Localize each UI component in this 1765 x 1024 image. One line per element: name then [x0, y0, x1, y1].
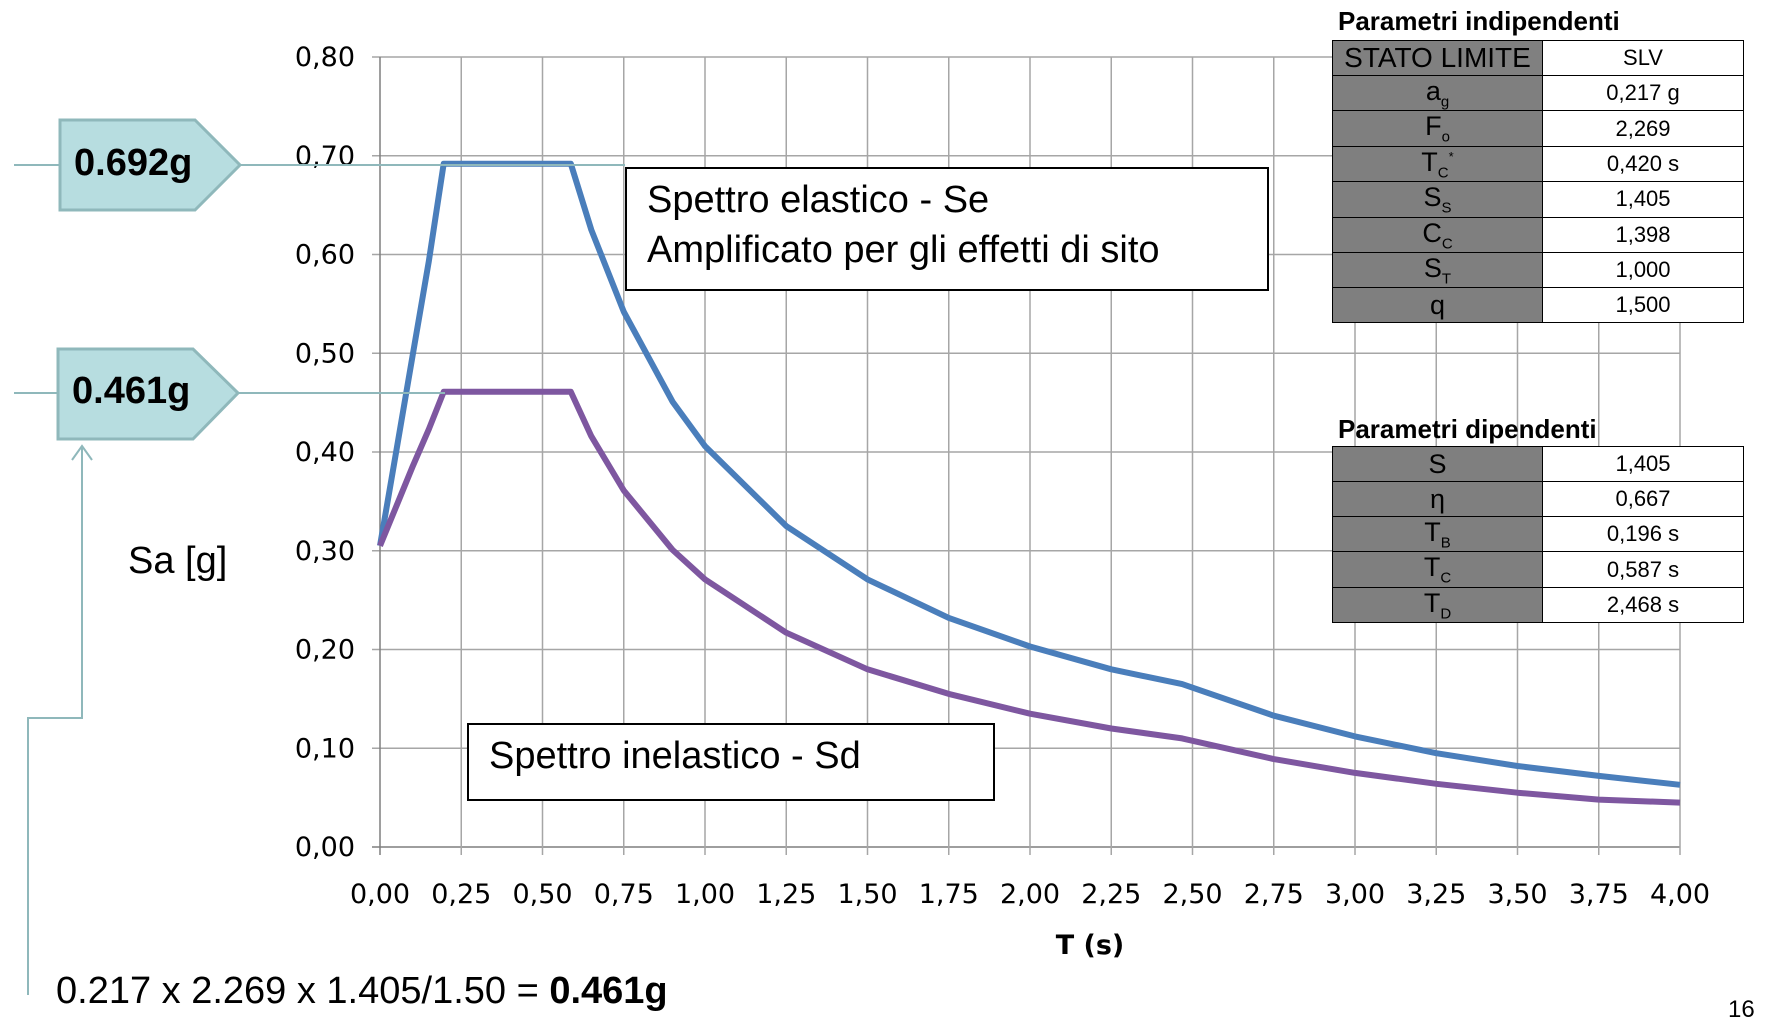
callout-inelastic-value: 0.461g [72, 370, 191, 412]
independent-param-name: ag [1332, 74, 1543, 112]
independent-param-name: SS [1332, 181, 1543, 218]
independent-param-name: Fo [1332, 110, 1543, 147]
dependent-params-title: Parametri dipendenti [1338, 414, 1597, 444]
x-tick-label: 4,00 [1650, 879, 1710, 910]
dependent-param-name: TB [1332, 515, 1543, 553]
dependent-row: TB 0,196 s [1332, 515, 1744, 553]
dependent-param-name: η [1332, 481, 1543, 517]
y-tick-label: 0,50 [295, 338, 355, 369]
x-tick-label: 2,25 [1081, 879, 1141, 910]
independent-row: Fo 2,269 [1332, 110, 1744, 147]
independent-param-value: 2,269 [1542, 110, 1744, 147]
x-tick-label: 0,25 [431, 879, 491, 910]
elastic-label-line1: Spettro elastico - Se [647, 179, 990, 221]
formula-result: 0.461g [549, 970, 668, 1012]
y-tick-label: 0,60 [295, 240, 355, 271]
elastic-spectrum-line [377, 160, 1681, 788]
chart-ticks: 0,00 0,10 0,20 0,30 0,40 0,50 0,60 0,70 0,80 0,00… [295, 42, 1710, 910]
x-tick-label: 2,75 [1244, 879, 1304, 910]
x-tick-label: 1,75 [919, 879, 979, 910]
x-axis-title: T (s) [1056, 930, 1125, 961]
chart-series [377, 160, 1681, 806]
x-tick-label: 3,25 [1406, 879, 1466, 910]
page-number: 16 [1728, 996, 1755, 1023]
independent-param-value: 0,420 s [1542, 145, 1744, 183]
dependent-row: TD 2,468 s [1332, 586, 1744, 624]
x-tick-label: 1,25 [756, 879, 816, 910]
y-tick-label: 0,10 [295, 733, 355, 764]
dependent-row: S 1,405 [1332, 446, 1744, 482]
dependent-row: TC 0,587 s [1332, 551, 1744, 588]
x-tick-label: 3,75 [1569, 879, 1629, 910]
formula: 0.217 x 2.269 x 1.405/1.50 = 0.461g [56, 970, 668, 1013]
dependent-param-name: TC [1332, 551, 1543, 588]
independent-param-value: 1,405 [1542, 181, 1744, 218]
x-tick-label: 1,50 [837, 879, 897, 910]
callout-elastic-value: 0.692g [74, 142, 193, 184]
independent-row: SS 1,405 [1332, 181, 1744, 218]
independent-param-value: 1,000 [1542, 251, 1744, 289]
inelastic-spectrum-label: Spettro inelastico - Sd [467, 723, 995, 801]
dependent-param-value: 0,196 s [1542, 515, 1744, 553]
independent-param-name: q [1332, 287, 1543, 324]
y-tick-label: 0,30 [295, 536, 355, 567]
dependent-param-value: 0,667 [1542, 481, 1744, 517]
independent-row: ST 1,000 [1332, 251, 1744, 289]
x-tick-label: 2,00 [1000, 879, 1060, 910]
independent-params-table: STATO LIMITE SLV ag 0,217 g Fo 2,269 TC* 0,42… [1332, 40, 1744, 324]
state-limit-value: SLV [1542, 40, 1744, 76]
independent-param-name: ST [1332, 251, 1543, 289]
y-tick-label: 0,20 [295, 635, 355, 666]
y-tick-label: 0,00 [295, 832, 355, 863]
independent-row: ag 0,217 g [1332, 74, 1744, 112]
callout-elastic [14, 118, 625, 212]
y-tick-label: 0,80 [295, 42, 355, 73]
x-tick-label: 2,50 [1162, 879, 1222, 910]
independent-param-value: 1,398 [1542, 216, 1744, 253]
x-tick-label: 0,75 [594, 879, 654, 910]
dependent-param-value: 1,405 [1542, 446, 1744, 482]
y-axis-title: Sa [g] [128, 540, 228, 582]
dependent-param-value: 0,587 s [1542, 551, 1744, 588]
independent-param-name: CC [1332, 216, 1543, 253]
x-tick-label: 0,50 [512, 879, 572, 910]
formula-expression: 0.217 x 2.269 x 1.405/1.50 = [56, 970, 550, 1012]
dependent-params-table: S 1,405 η 0,667 TB 0,196 s TC 0,587 s TD 2,468 s [1332, 446, 1744, 624]
x-tick-label: 3,00 [1325, 879, 1385, 910]
inelastic-spectrum-line [377, 388, 1681, 806]
elastic-label-line2: Amplificato per gli effetti di sito [647, 229, 1160, 271]
inelastic-label-text: Spettro inelastico - Sd [489, 735, 861, 777]
formula-connector [27, 444, 93, 995]
independent-row: q 1,500 [1332, 287, 1744, 324]
independent-row: TC* 0,420 s [1332, 145, 1744, 183]
elastic-spectrum-label: Spettro elastico - Se Amplificato per gl… [625, 167, 1269, 291]
state-limit-label: STATO LIMITE [1332, 40, 1543, 76]
independent-params-header-row: STATO LIMITE SLV [1332, 40, 1744, 76]
independent-param-name: TC* [1332, 145, 1543, 183]
independent-params-title: Parametri indipendenti [1338, 6, 1620, 36]
dependent-param-name: TD [1332, 586, 1543, 624]
x-tick-label: 1,00 [675, 879, 735, 910]
callout-inelastic [14, 347, 445, 441]
dependent-param-name: S [1332, 446, 1543, 482]
y-tick-label: 0,70 [295, 141, 355, 172]
dependent-param-value: 2,468 s [1542, 586, 1744, 624]
y-tick-label: 0,40 [295, 437, 355, 468]
independent-param-value: 1,500 [1542, 287, 1744, 324]
dependent-row: η 0,667 [1332, 481, 1744, 517]
x-tick-label: 0,00 [350, 879, 410, 910]
independent-row: CC 1,398 [1332, 216, 1744, 253]
x-tick-label: 3,50 [1487, 879, 1547, 910]
independent-param-value: 0,217 g [1542, 74, 1744, 112]
